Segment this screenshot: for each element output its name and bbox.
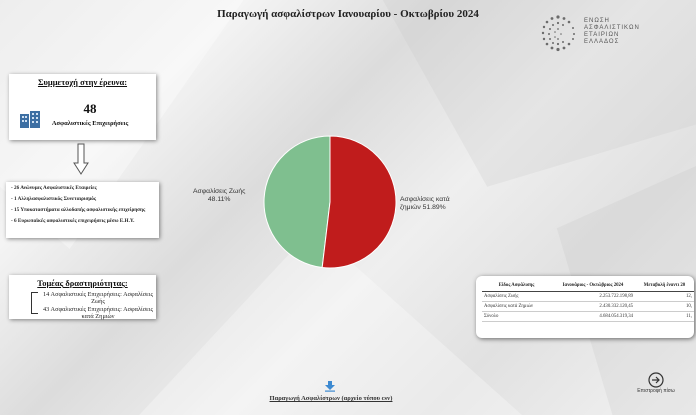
list-item: - 15 Υποκαταστήματα αλλοδαπής ασφαλιστικ… bbox=[11, 207, 146, 213]
sectors-card: Τομέας δραστηριότητας: 14 Ασφαλιστικές Ε… bbox=[9, 275, 156, 320]
table-header-row: Είδος Ασφάλισης Ιανουάριος - Οκτώβριος 2… bbox=[482, 281, 694, 292]
download-icon[interactable] bbox=[324, 380, 336, 392]
table-row: Ασφαλίσεις κατά Ζημιών 2.430.332.120,45 … bbox=[482, 301, 694, 312]
company-types-list: - 26 Ανώνυμες Ασφαλιστικές Εταιρείες - 1… bbox=[6, 182, 159, 224]
bracket-connector bbox=[31, 292, 38, 314]
logo-line: ΑΣΦΑΛΙΣΤΙΚΩΝ bbox=[584, 25, 640, 31]
logo-line: ΕΤΑΙΡΙΩΝ bbox=[584, 32, 620, 38]
participation-count: 48 bbox=[83, 101, 97, 116]
table-cell: 12, bbox=[635, 291, 694, 302]
pie-slice[interactable] bbox=[321, 135, 397, 269]
participation-heading: Συμμετοχή στην έρευνα: bbox=[37, 77, 128, 87]
column-header[interactable]: Είδος Ασφάλισης bbox=[482, 281, 551, 292]
company-types-card: - 26 Ανώνυμες Ασφαλιστικές Εταιρείες - 1… bbox=[6, 182, 159, 238]
table-cell: 11, bbox=[635, 311, 694, 322]
arrow-down-icon bbox=[73, 143, 89, 175]
table-cell: 4.684.054.319,34 bbox=[551, 311, 635, 322]
table-cell: 10, bbox=[635, 301, 694, 312]
back-button-label[interactable]: Επιστροφή πίσω bbox=[637, 388, 675, 394]
table-cell: Ασφαλίσεις Ζωής bbox=[482, 291, 551, 302]
column-header[interactable]: Ιανουάριος - Οκτώβριος 2024 bbox=[551, 281, 635, 292]
building-icon bbox=[20, 111, 40, 128]
list-item: - 6 Ευρωπαϊκές ασφαλιστικές επιχειρήσεις… bbox=[11, 218, 135, 224]
download-csv-link[interactable]: Παραγωγή Ασφαλίστρων (αρχείο τύπου csv) bbox=[269, 395, 393, 402]
sector-item-life: 14 Ασφαλιστικές Επιχειρήσεις: Ασφαλίσεις… bbox=[43, 291, 153, 305]
pie-slice[interactable] bbox=[263, 135, 331, 269]
table-cell: Σύνολο bbox=[482, 311, 551, 322]
sectors-heading: Τομέας δραστηριότητας: bbox=[37, 278, 128, 288]
table-row: Ασφαλίσεις Ζωής 2.253.722.198,89 12, bbox=[482, 291, 694, 302]
table-row: Σύνολο 4.684.054.319,34 11, bbox=[482, 311, 694, 322]
arrow-circle-icon[interactable] bbox=[648, 372, 664, 388]
table-cell: 2.430.332.120,45 bbox=[551, 301, 635, 312]
table-cell: 2.253.722.198,89 bbox=[551, 291, 635, 302]
table-cell: Ασφαλίσεις κατά Ζημιών bbox=[482, 301, 551, 312]
column-header[interactable]: Μεταβολή έναντι 20 bbox=[635, 281, 694, 292]
association-logo: ΕΝΩΣΗ ΑΣΦΑΛΙΣΤΙΚΩΝ ΕΤΑΙΡΙΩΝ ΕΛΛΑΔΟΣ bbox=[536, 14, 666, 54]
list-item: - 1 Αλληλασφαλιστικός Συνεταιρισμός bbox=[11, 196, 97, 202]
dots-logo-icon bbox=[541, 15, 575, 52]
participation-card: Συμμετοχή στην έρευνα: 48 Ασφαλιστικές Ε… bbox=[9, 74, 156, 140]
logo-wordmark: ΕΝΩΣΗ ΑΣΦΑΛΙΣΤΙΚΩΝ ΕΤΑΙΡΙΩΝ ΕΛΛΑΔΟΣ bbox=[584, 18, 666, 46]
participation-label: Ασφαλιστικές Επιχειρήσεις bbox=[51, 120, 129, 127]
pie-label-damage: Ασφαλίσεις κατά ζημιών 51.89% bbox=[400, 196, 450, 211]
logo-line: ΕΛΛΑΔΟΣ bbox=[584, 39, 620, 45]
list-item: - 26 Ανώνυμες Ασφαλιστικές Εταιρείες bbox=[11, 185, 97, 191]
page-title: Παραγωγή ασφαλίστρων Ιανουαρίου - Οκτωβρ… bbox=[217, 8, 479, 20]
premium-pie-chart bbox=[263, 135, 397, 269]
premium-table-card: Είδος Ασφάλισης Ιανουάριος - Οκτώβριος 2… bbox=[476, 276, 694, 338]
pie-label-life: Ασφαλίσεις Ζωής 48.11% bbox=[193, 188, 246, 203]
sector-item-damage: 43 Ασφαλιστικές Επιχειρήσεις: Ασφαλίσεις… bbox=[43, 306, 153, 320]
logo-line: ΕΝΩΣΗ bbox=[584, 18, 610, 24]
premium-table: Είδος Ασφάλισης Ιανουάριος - Οκτώβριος 2… bbox=[482, 281, 694, 322]
